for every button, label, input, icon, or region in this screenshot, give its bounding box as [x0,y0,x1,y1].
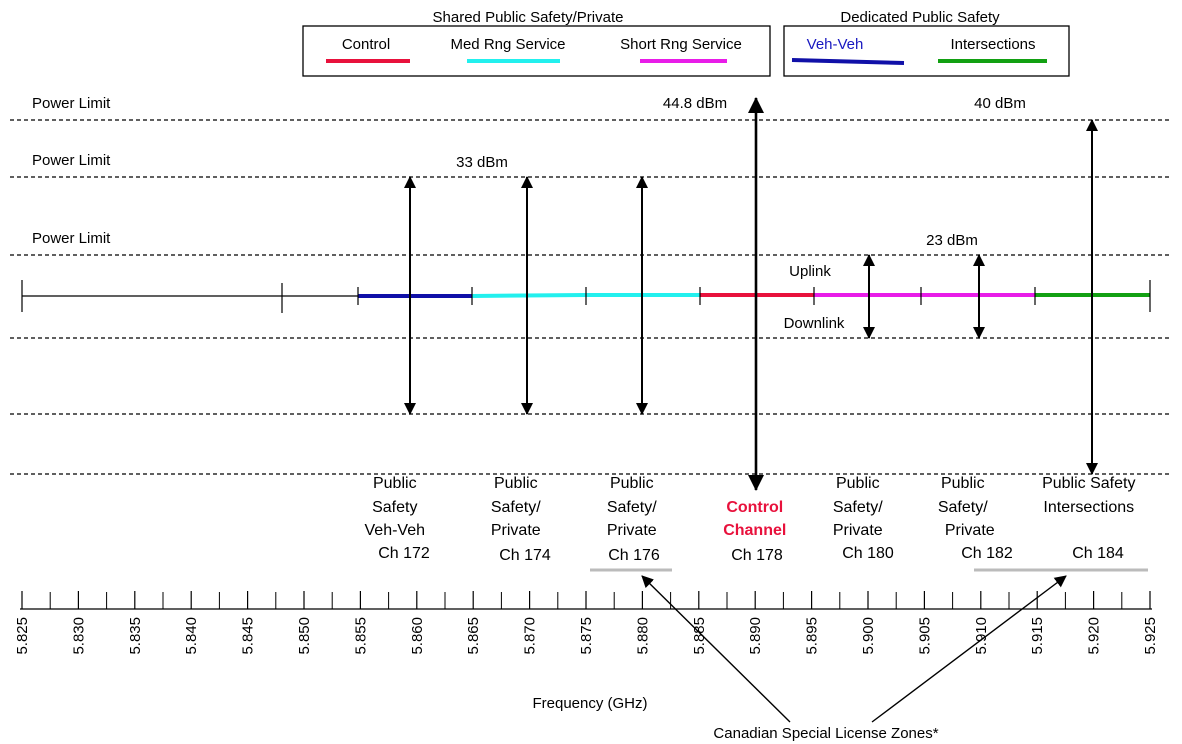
frequency-tick-label: 5.835 [127,617,144,655]
power-value-40: 40 dBm [974,95,1026,112]
legend-item-med-rng-label: Med Rng Service [450,36,565,53]
channel-label-ch182: Public Safety/ Private Ch 182 [938,475,1013,562]
frequency-tick-label: 5.865 [465,617,482,655]
frequency-tick-label: 5.825 [14,617,31,655]
channel-label-ch176: Public Safety/ Private Ch 176 [607,475,661,564]
band-segment-ch174 [471,293,587,298]
downlink-label: Downlink [784,315,845,332]
legend-item-veh-veh-label: Veh-Veh [807,36,864,53]
channel-label-ch174: Public Safety/ Private Ch 174 [491,475,551,564]
frequency-tick-label: 5.830 [70,617,87,655]
special-zones-label: Canadian Special License Zones* [713,725,938,742]
frequency-axis: 5.825 5.830 5.835 5.840 5.845 5.850 5.855 5.860… [14,591,1159,655]
frequency-tick-label: 5.890 [747,617,764,655]
frequency-tick-label: 5.900 [860,617,877,655]
frequency-tick-label: 5.905 [916,617,933,655]
frequency-tick-label: 5.870 [522,617,539,655]
legend-item-intersections-label: Intersections [950,36,1035,53]
power-value-23: 23 dBm [926,232,978,249]
frequency-tick-label: 5.895 [804,617,821,655]
channel-label-ch172: Public Safety Veh-Veh Ch 172 [365,475,430,562]
pointer-arrow-right [871,575,1067,723]
special-zone-pointers [641,575,1067,723]
frequency-axis-label: Frequency (GHz) [532,695,647,712]
power-limit-label-3: Power Limit [32,230,111,247]
band-boundary-ticks [21,280,1151,313]
legend: Shared Public Safety/Private Dedicated P… [302,9,1070,77]
legend-item-veh-veh-swatch [791,58,905,65]
power-limit-labels: Power Limit Power Limit Power Limit 44.8… [32,95,1026,249]
power-value-44-8: 44.8 dBm [663,95,727,112]
frequency-tick-label: 5.880 [634,617,651,655]
frequency-tick-label: 5.850 [296,617,313,655]
frequency-tick-label: 5.855 [352,617,369,655]
legend-item-short-rng-label: Short Rng Service [620,36,742,53]
frequency-tick-label: 5.920 [1086,617,1103,655]
channel-band [21,280,1151,313]
legend-dedicated-box [783,25,1070,77]
channel-label-ch184: Public Safety Intersections Ch 184 [1042,475,1140,562]
power-value-33: 33 dBm [456,154,508,171]
frequency-tick-label: 5.925 [1142,617,1159,655]
frequency-tick-label: 5.910 [973,617,990,655]
legend-shared-box [302,25,771,77]
power-arrows [404,97,1098,491]
legend-shared-title: Shared Public Safety/Private [433,9,624,26]
channel-label-ch180: Public Safety/ Private Ch 180 [833,475,894,562]
frequency-tick-label: 5.860 [409,617,426,655]
frequency-tick-label: 5.885 [691,617,708,655]
frequency-tick-label: 5.875 [578,617,595,655]
legend-dedicated-title: Dedicated Public Safety [840,9,1000,26]
frequency-tick-label: 5.915 [1029,617,1046,655]
frequency-tick-label: 5.845 [240,617,257,655]
legend-item-control-label: Control [342,36,390,53]
channel-labels: Public Safety Veh-Veh Ch 172 Public Safe… [365,475,1140,564]
channel-label-ch178: Control Channel Ch 178 [723,499,791,564]
power-limit-label-2: Power Limit [32,152,111,169]
frequency-tick-label: 5.840 [183,617,200,655]
pointer-arrow-left [641,575,791,723]
uplink-label: Uplink [789,263,831,280]
power-limit-label-1: Power Limit [32,95,111,112]
